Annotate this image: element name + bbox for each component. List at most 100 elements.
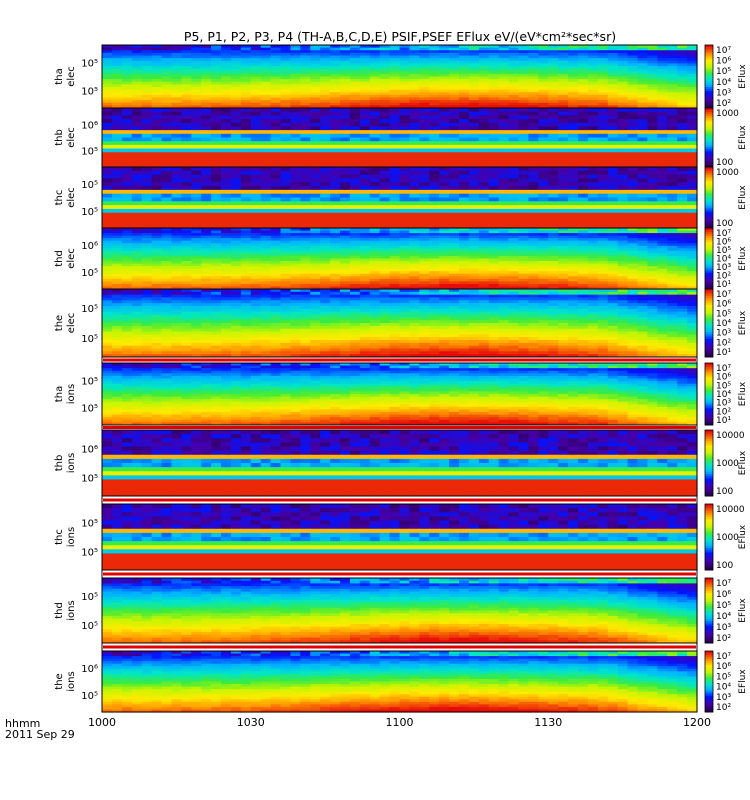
heatmap-cell	[399, 133, 411, 139]
heatmap-cell	[439, 60, 450, 64]
date-label: 2011 Sep 29	[5, 728, 75, 741]
heatmap-cell	[330, 189, 341, 195]
heatmap-cell	[548, 84, 559, 88]
heatmap-cell	[637, 100, 649, 104]
heatmap-cell	[221, 159, 232, 164]
heatmap-cell	[191, 159, 202, 164]
heatmap-cell	[349, 286, 361, 290]
heatmap-cell	[340, 248, 351, 252]
heatmap-cell	[349, 144, 361, 150]
heatmap-cell	[141, 271, 153, 275]
heatmap-cell	[270, 281, 282, 285]
heatmap-cell	[568, 268, 579, 272]
heatmap-cell	[310, 52, 321, 57]
heatmap-cell	[667, 45, 678, 49]
heatmap-cell	[250, 224, 262, 229]
heatmap-cell	[290, 182, 301, 187]
heatmap-cell	[121, 205, 133, 210]
heatmap-cell	[359, 286, 371, 290]
heatmap-cell	[211, 87, 222, 91]
heatmap-cell	[478, 144, 490, 150]
heatmap-cell	[449, 253, 460, 257]
heatmap-cell	[568, 45, 579, 49]
heatmap-cell	[498, 197, 510, 202]
heatmap-cell	[191, 84, 202, 88]
heatmap-cell	[320, 205, 331, 210]
heatmap-cell	[597, 258, 609, 262]
heatmap-cell	[151, 178, 163, 183]
heatmap-cell	[409, 58, 420, 62]
heatmap-cell	[647, 152, 658, 157]
heatmap-cell	[151, 81, 163, 85]
heatmap-cell	[677, 186, 688, 191]
heatmap-cell	[439, 240, 450, 244]
heatmap-cell	[171, 283, 182, 288]
heatmap-cell	[548, 253, 559, 257]
colorbar-segment	[705, 232, 713, 235]
heatmap-cell	[498, 286, 510, 290]
heatmap-cell	[121, 286, 133, 290]
heatmap-cell	[330, 102, 341, 106]
heatmap-cell	[478, 68, 490, 72]
heatmap-cell	[399, 258, 411, 262]
heatmap-cell	[121, 258, 133, 262]
heatmap-cell	[330, 68, 341, 72]
heatmap-cell	[369, 230, 381, 234]
heatmap-cell	[161, 189, 173, 195]
heatmap-cell	[558, 130, 569, 135]
heatmap-cell	[310, 189, 321, 195]
heatmap-cell	[538, 235, 549, 239]
heatmap-cell	[667, 238, 678, 242]
heatmap-cell	[498, 250, 510, 255]
heatmap-cell	[270, 273, 282, 277]
heatmap-cell	[409, 111, 420, 116]
heatmap-cell	[280, 119, 292, 124]
heatmap-cell	[379, 60, 391, 64]
colorbar-segment	[705, 66, 713, 69]
heatmap-cell	[290, 170, 301, 176]
heatmap-cell	[498, 111, 510, 116]
heatmap-cell	[280, 266, 292, 270]
heatmap-cell	[627, 278, 639, 282]
heatmap-cell	[260, 189, 272, 195]
heatmap-cell	[459, 248, 470, 252]
heatmap-cell	[419, 220, 430, 225]
heatmap-cell	[578, 133, 589, 139]
heatmap-cell	[151, 126, 163, 131]
heatmap-cell	[617, 263, 629, 267]
heatmap-cell	[399, 68, 411, 72]
heatmap-cell	[221, 233, 232, 237]
heatmap-cell	[548, 89, 559, 93]
heatmap-cell	[478, 71, 490, 75]
heatmap-cell	[201, 167, 212, 172]
heatmap-cell	[647, 167, 658, 172]
heatmap-cell	[558, 278, 569, 282]
heatmap-cell	[429, 235, 440, 239]
heatmap-cell	[538, 94, 549, 99]
colorbar-segment	[705, 87, 713, 90]
heatmap-cell	[290, 263, 301, 267]
heatmap-cell	[677, 170, 688, 176]
heatmap-cell	[280, 286, 292, 290]
heatmap-cell	[369, 137, 381, 142]
heatmap-cell	[488, 45, 500, 49]
heatmap-cell	[171, 89, 182, 93]
heatmap-cell	[647, 193, 658, 199]
heatmap-cell	[498, 189, 510, 195]
heatmap-cell	[548, 233, 559, 237]
heatmap-cell	[161, 216, 173, 221]
heatmap-cell	[558, 122, 569, 128]
heatmap-cell	[429, 52, 440, 57]
heatmap-cell	[280, 243, 292, 247]
heatmap-cell	[221, 92, 232, 96]
heatmap-cell	[597, 266, 609, 270]
heatmap-cell	[250, 289, 262, 293]
heatmap-cell	[359, 60, 371, 64]
heatmap-cell	[488, 266, 500, 270]
heatmap-cell	[617, 208, 629, 214]
heatmap-cell	[201, 144, 212, 150]
heatmap-cell	[399, 73, 411, 78]
heatmap-cell	[528, 159, 539, 164]
heatmap-cell	[191, 281, 202, 285]
heatmap-cell	[270, 189, 282, 195]
